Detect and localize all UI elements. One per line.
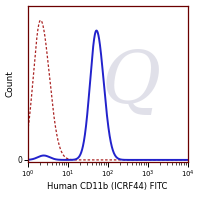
Text: Q: Q — [102, 49, 161, 119]
Y-axis label: Count: Count — [6, 70, 15, 97]
X-axis label: Human CD11b (ICRF44) FITC: Human CD11b (ICRF44) FITC — [47, 182, 168, 191]
